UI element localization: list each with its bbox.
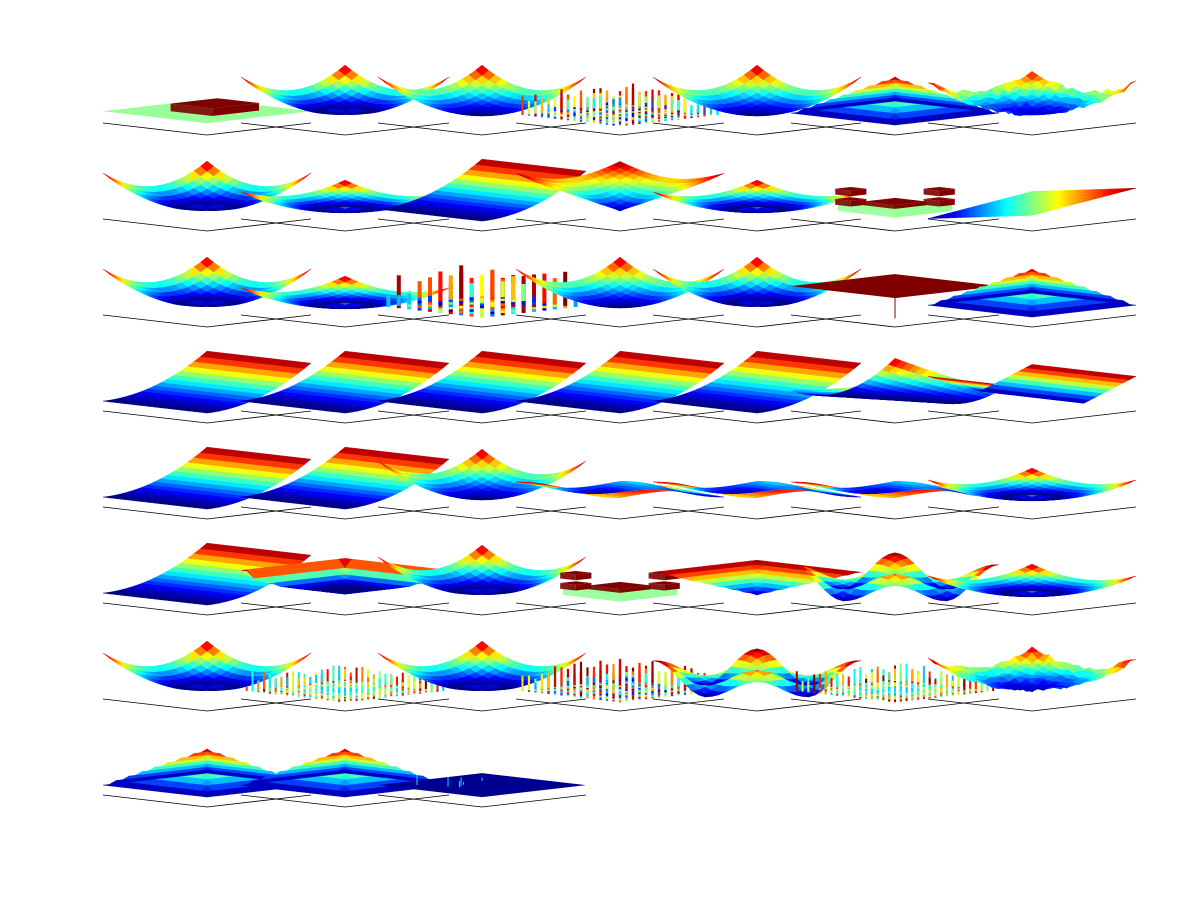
surface-panel-20 — [843, 252, 963, 342]
surface-plot — [155, 732, 275, 822]
surface-panel-21 — [980, 252, 1100, 342]
surface-panel-18 — [568, 252, 688, 342]
surface-panel-30 — [293, 444, 413, 534]
surface-panel-9 — [293, 156, 413, 246]
surface-plot — [293, 636, 413, 726]
surface-panel-7 — [980, 60, 1100, 150]
surface-plot — [705, 60, 825, 150]
surface-panel-2 — [293, 60, 413, 150]
surface-plot — [155, 60, 275, 150]
surface-panel-31 — [430, 444, 550, 534]
surface-panel-34 — [843, 444, 963, 534]
surface-panel-17 — [430, 252, 550, 342]
surface-plot — [843, 60, 963, 150]
surface-plot — [980, 348, 1100, 438]
surface-plot — [568, 540, 688, 630]
surface-plot — [843, 636, 963, 726]
surface-plot — [980, 636, 1100, 726]
surface-plot — [568, 348, 688, 438]
surface-panel-39 — [568, 540, 688, 630]
surface-plot — [843, 540, 963, 630]
surface-panel-33 — [705, 444, 825, 534]
surface-panel-29 — [155, 444, 275, 534]
surface-plot — [155, 444, 275, 534]
surface-panel-16 — [293, 252, 413, 342]
surface-plot — [155, 252, 275, 342]
surface-panel-1 — [155, 60, 275, 150]
surface-plot — [430, 444, 550, 534]
surface-panel-48 — [843, 636, 963, 726]
surface-panel-4 — [568, 60, 688, 150]
surface-plot — [293, 252, 413, 342]
surface-panel-6 — [843, 60, 963, 150]
surface-panel-45 — [430, 636, 550, 726]
surface-plot — [843, 348, 963, 438]
surface-panel-52 — [430, 732, 550, 822]
surface-plot — [155, 540, 275, 630]
surface-panel-5 — [705, 60, 825, 150]
surface-plot — [293, 540, 413, 630]
surface-plot — [843, 252, 963, 342]
surface-panel-40 — [705, 540, 825, 630]
surface-plot — [568, 60, 688, 150]
surface-panel-10 — [430, 156, 550, 246]
surface-plot — [293, 732, 413, 822]
surface-plot — [568, 444, 688, 534]
surface-plot — [980, 252, 1100, 342]
surface-panel-50 — [155, 732, 275, 822]
surface-panel-13 — [843, 156, 963, 246]
surface-panel-15 — [155, 252, 275, 342]
surface-panel-51 — [293, 732, 413, 822]
surface-panel-11 — [568, 156, 688, 246]
surface-panel-23 — [293, 348, 413, 438]
surface-panel-27 — [843, 348, 963, 438]
surface-plot — [293, 444, 413, 534]
surface-plot — [293, 60, 413, 150]
surface-plot — [568, 636, 688, 726]
surface-plot — [843, 156, 963, 246]
surface-plot — [430, 60, 550, 150]
surface-panel-37 — [293, 540, 413, 630]
surface-panel-24 — [430, 348, 550, 438]
surface-plot — [155, 156, 275, 246]
surface-plot — [843, 444, 963, 534]
surface-panel-19 — [705, 252, 825, 342]
surface-panel-41 — [843, 540, 963, 630]
surface-panel-49 — [980, 636, 1100, 726]
surface-plot — [430, 732, 550, 822]
surface-panel-36 — [155, 540, 275, 630]
surface-plot — [705, 444, 825, 534]
surface-panel-14 — [980, 156, 1100, 246]
surface-plot — [980, 156, 1100, 246]
surface-panel-32 — [568, 444, 688, 534]
surface-plot — [430, 156, 550, 246]
surface-plot — [430, 540, 550, 630]
surface-panel-35 — [980, 444, 1100, 534]
surface-plot — [980, 444, 1100, 534]
surface-plot — [705, 156, 825, 246]
surface-panel-38 — [430, 540, 550, 630]
surface-plot — [430, 252, 550, 342]
surface-plot — [293, 348, 413, 438]
surface-plot — [705, 540, 825, 630]
surface-panel-25 — [568, 348, 688, 438]
surface-plot — [568, 156, 688, 246]
surface-panel-44 — [293, 636, 413, 726]
surface-panel-8 — [155, 156, 275, 246]
surface-plot — [430, 348, 550, 438]
surface-panel-22 — [155, 348, 275, 438]
surface-plot — [980, 540, 1100, 630]
surface-plot — [980, 60, 1100, 150]
surface-panel-42 — [980, 540, 1100, 630]
surface-plot — [293, 156, 413, 246]
surface-plot — [568, 252, 688, 342]
surface-plot — [155, 348, 275, 438]
surface-plot — [430, 636, 550, 726]
surface-plot — [705, 252, 825, 342]
surface-panel-3 — [430, 60, 550, 150]
surface-panel-12 — [705, 156, 825, 246]
surface-panel-28 — [980, 348, 1100, 438]
surface-panel-46 — [568, 636, 688, 726]
